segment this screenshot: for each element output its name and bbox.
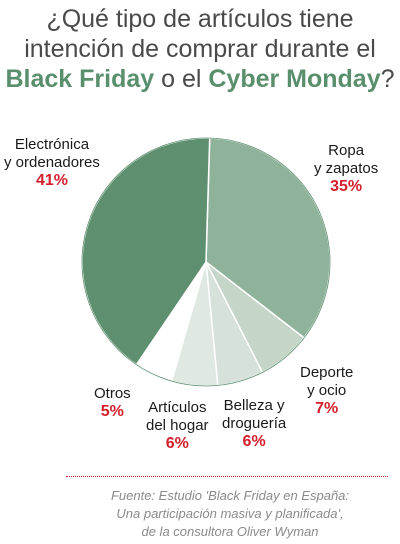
source-line-1: Fuente: Estudio 'Black Friday en España:: [110, 488, 350, 503]
slice-label-ropa-line-2: y zapatos: [314, 160, 379, 177]
slice-label-electronica-line-2: y ordenadores: [4, 154, 100, 171]
slice-value-ropa: 35%: [330, 178, 363, 195]
source-line-3: de la consultora Oliver Wyman: [141, 524, 319, 539]
slice-label-hogar-line-1: Artículos: [148, 399, 207, 416]
slice-value-belleza: 6%: [242, 433, 266, 450]
slice-label-hogar: Artículos del hogar 6%: [146, 399, 209, 453]
slice-label-ropa-line-1: Ropa: [328, 142, 365, 159]
chart-title-line-3: Black Friday o el Cyber Monday?: [0, 64, 400, 94]
pie-outline: [81, 137, 331, 387]
slice-label-electronica: Electrónica y ordenadores 41%: [4, 136, 100, 190]
chart-title-line-1: ¿Qué tipo de artículos tiene: [46, 5, 354, 33]
chart-title-line-2: intención de comprar durante el: [24, 35, 376, 63]
divider-line: [66, 476, 388, 477]
slice-value-electronica: 41%: [35, 172, 68, 189]
slice-value-otros: 5%: [100, 403, 124, 420]
source-line-2: Una participación masiva y planificada',: [116, 506, 344, 521]
slice-label-otros-line-1: Otros: [94, 385, 131, 402]
title-question-mark: ?: [380, 65, 395, 93]
title-highlight-black-friday: Black Friday: [5, 65, 155, 93]
slice-label-ropa: Ropa y zapatos 35%: [314, 142, 378, 196]
slice-value-hogar: 6%: [165, 435, 189, 452]
slice-label-electronica-line-1: Electrónica: [14, 136, 90, 153]
slice-label-deporte-line-2: y ocio: [307, 382, 347, 399]
slice-label-belleza: Belleza y droguería 6%: [222, 397, 286, 451]
title-highlight-cyber-monday: Cyber Monday: [208, 65, 381, 93]
title-connector: o el: [154, 65, 209, 93]
slice-label-otros: Otros 5%: [94, 385, 131, 421]
slice-label-belleza-line-1: Belleza y: [223, 397, 285, 414]
slice-label-belleza-line-2: droguería: [222, 415, 287, 432]
slice-value-deporte: 7%: [315, 400, 339, 417]
slice-label-deporte-line-1: Deporte: [300, 364, 354, 381]
slice-label-hogar-line-2: del hogar: [146, 417, 209, 434]
slice-label-deporte: Deporte y ocio 7%: [300, 364, 353, 418]
